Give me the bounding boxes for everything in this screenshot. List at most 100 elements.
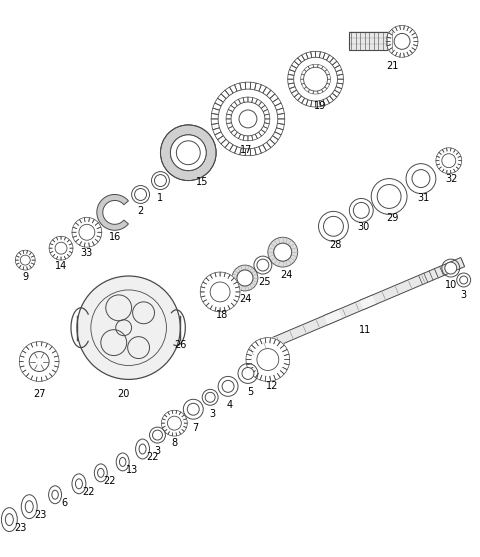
Text: 22: 22 xyxy=(104,476,116,486)
Polygon shape xyxy=(280,368,287,374)
Text: 23: 23 xyxy=(14,522,26,532)
Polygon shape xyxy=(323,53,329,60)
Polygon shape xyxy=(319,52,325,58)
Polygon shape xyxy=(263,123,269,129)
Ellipse shape xyxy=(136,439,150,459)
Polygon shape xyxy=(392,27,397,32)
Polygon shape xyxy=(400,53,404,57)
Polygon shape xyxy=(200,287,205,292)
Polygon shape xyxy=(228,126,235,133)
Text: 11: 11 xyxy=(359,325,372,335)
Polygon shape xyxy=(392,50,397,56)
Polygon shape xyxy=(301,70,306,75)
Polygon shape xyxy=(235,146,241,155)
Polygon shape xyxy=(273,132,281,140)
Polygon shape xyxy=(254,83,262,91)
Circle shape xyxy=(23,345,55,378)
Text: 29: 29 xyxy=(386,213,398,223)
Text: 28: 28 xyxy=(329,240,342,250)
Polygon shape xyxy=(456,164,461,169)
Circle shape xyxy=(242,368,254,379)
Polygon shape xyxy=(23,250,27,253)
Polygon shape xyxy=(172,411,177,413)
Circle shape xyxy=(218,89,278,149)
Polygon shape xyxy=(277,119,285,124)
Polygon shape xyxy=(72,227,77,232)
Text: 6: 6 xyxy=(61,498,67,508)
Text: 13: 13 xyxy=(125,465,138,475)
Polygon shape xyxy=(95,236,101,242)
Circle shape xyxy=(257,259,269,271)
Polygon shape xyxy=(49,243,53,248)
Polygon shape xyxy=(337,74,343,79)
Polygon shape xyxy=(387,45,392,50)
Polygon shape xyxy=(264,114,270,119)
Text: 31: 31 xyxy=(418,193,430,203)
Polygon shape xyxy=(335,65,342,72)
Polygon shape xyxy=(410,48,415,53)
Polygon shape xyxy=(228,275,234,281)
Polygon shape xyxy=(412,45,417,50)
Text: 16: 16 xyxy=(108,232,121,242)
Polygon shape xyxy=(412,33,417,38)
Circle shape xyxy=(222,380,234,392)
Polygon shape xyxy=(327,74,330,79)
Circle shape xyxy=(204,276,236,308)
Polygon shape xyxy=(245,149,251,156)
Polygon shape xyxy=(336,83,343,89)
Circle shape xyxy=(210,282,230,302)
Polygon shape xyxy=(259,129,265,136)
Polygon shape xyxy=(234,132,240,139)
Polygon shape xyxy=(211,119,218,124)
Polygon shape xyxy=(410,30,415,35)
Circle shape xyxy=(231,102,265,136)
Polygon shape xyxy=(172,433,177,436)
Polygon shape xyxy=(182,427,187,432)
Text: 32: 32 xyxy=(445,174,458,184)
Text: 19: 19 xyxy=(314,101,327,111)
Polygon shape xyxy=(211,114,218,119)
Polygon shape xyxy=(176,411,181,414)
Polygon shape xyxy=(245,82,251,89)
Polygon shape xyxy=(32,256,35,260)
FancyBboxPatch shape xyxy=(349,32,393,50)
Polygon shape xyxy=(162,415,167,420)
Text: 12: 12 xyxy=(265,382,278,392)
Polygon shape xyxy=(404,52,408,57)
Circle shape xyxy=(445,262,457,274)
Polygon shape xyxy=(79,218,85,223)
Polygon shape xyxy=(84,217,89,222)
Circle shape xyxy=(77,276,180,379)
Polygon shape xyxy=(336,70,343,75)
Polygon shape xyxy=(306,100,312,106)
Polygon shape xyxy=(49,370,56,377)
Polygon shape xyxy=(252,341,258,348)
Polygon shape xyxy=(284,359,290,365)
Circle shape xyxy=(165,413,184,433)
Polygon shape xyxy=(458,160,462,165)
Polygon shape xyxy=(308,65,313,69)
Polygon shape xyxy=(273,98,281,106)
Polygon shape xyxy=(23,267,27,270)
Polygon shape xyxy=(252,134,257,140)
Polygon shape xyxy=(75,219,82,225)
Polygon shape xyxy=(240,82,246,90)
Polygon shape xyxy=(326,55,334,62)
Polygon shape xyxy=(52,351,58,357)
Circle shape xyxy=(394,33,410,50)
Ellipse shape xyxy=(52,490,58,499)
Polygon shape xyxy=(221,139,229,148)
Polygon shape xyxy=(291,90,299,97)
Ellipse shape xyxy=(72,474,86,494)
Circle shape xyxy=(231,102,265,136)
Polygon shape xyxy=(266,90,275,99)
Circle shape xyxy=(205,392,215,402)
Polygon shape xyxy=(263,109,269,115)
Polygon shape xyxy=(57,256,61,260)
Polygon shape xyxy=(413,37,418,41)
Polygon shape xyxy=(322,66,327,71)
Circle shape xyxy=(304,67,327,91)
Polygon shape xyxy=(225,142,233,151)
Ellipse shape xyxy=(25,501,33,512)
Text: 20: 20 xyxy=(118,389,130,399)
